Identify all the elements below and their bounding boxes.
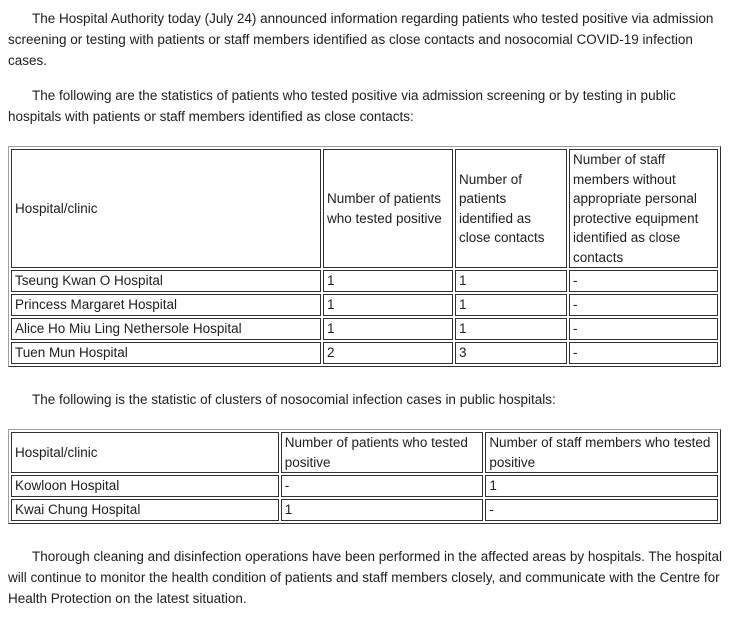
table-row: Princess Margaret Hospital 1 1 -: [11, 294, 718, 316]
cell-hospital-name: Tseung Kwan O Hospital: [11, 270, 321, 292]
cell-value: 1: [323, 318, 453, 340]
cell-value: 1: [323, 294, 453, 316]
column-header-patients-close-contacts: Number of patients identified as close c…: [455, 149, 567, 268]
cell-value: -: [280, 475, 484, 497]
cell-value: 2: [323, 342, 453, 364]
table-row: Tseung Kwan O Hospital 1 1 -: [11, 270, 718, 292]
cell-value: -: [569, 270, 718, 292]
cell-value: 1: [280, 499, 484, 521]
cell-hospital-name: Tuen Mun Hospital: [11, 342, 321, 364]
table-header-row: Hospital/clinic Number of patients who t…: [11, 432, 718, 473]
table-row: Kwai Chung Hospital 1 -: [11, 499, 718, 521]
cell-hospital-name: Kowloon Hospital: [11, 475, 279, 497]
cell-value: 3: [455, 342, 567, 364]
cell-hospital-name: Alice Ho Miu Ling Nethersole Hospital: [11, 318, 321, 340]
column-header-staff-close-contacts: Number of staff members without appropri…: [569, 149, 718, 268]
table-header-row: Hospital/clinic Number of patients who t…: [11, 149, 718, 268]
admission-screening-table: Hospital/clinic Number of patients who t…: [8, 146, 721, 367]
cell-value: 1: [455, 294, 567, 316]
cell-value: -: [569, 318, 718, 340]
cell-value: 1: [485, 475, 718, 497]
table-row: Kowloon Hospital - 1: [11, 475, 718, 497]
column-header-hospital-clinic: Hospital/clinic: [11, 432, 279, 473]
cell-value: -: [569, 342, 718, 364]
cell-hospital-name: Princess Margaret Hospital: [11, 294, 321, 316]
cell-value: -: [569, 294, 718, 316]
cell-hospital-name: Kwai Chung Hospital: [11, 499, 279, 521]
paragraph-closing: Thorough cleaning and disinfection opera…: [8, 549, 722, 606]
nosocomial-clusters-table: Hospital/clinic Number of patients who t…: [8, 429, 721, 524]
column-header-patients-positive: Number of patients who tested positive: [280, 432, 484, 473]
table-row: Tuen Mun Hospital 2 3 -: [11, 342, 718, 364]
paragraph-clusters-intro: The following is the statistic of cluste…: [32, 392, 556, 407]
column-header-patients-positive: Number of patients who tested positive: [323, 149, 453, 268]
cell-value: -: [485, 499, 718, 521]
cell-value: 1: [455, 270, 567, 292]
cell-value: 1: [323, 270, 453, 292]
column-header-staff-positive: Number of staff members who tested posit…: [485, 432, 718, 473]
cell-value: 1: [455, 318, 567, 340]
column-header-hospital-clinic: Hospital/clinic: [11, 149, 321, 268]
paragraph-screening-intro: The following are the statistics of pati…: [8, 88, 676, 124]
table-row: Alice Ho Miu Ling Nethersole Hospital 1 …: [11, 318, 718, 340]
paragraph-intro: The Hospital Authority today (July 24) a…: [8, 11, 714, 68]
